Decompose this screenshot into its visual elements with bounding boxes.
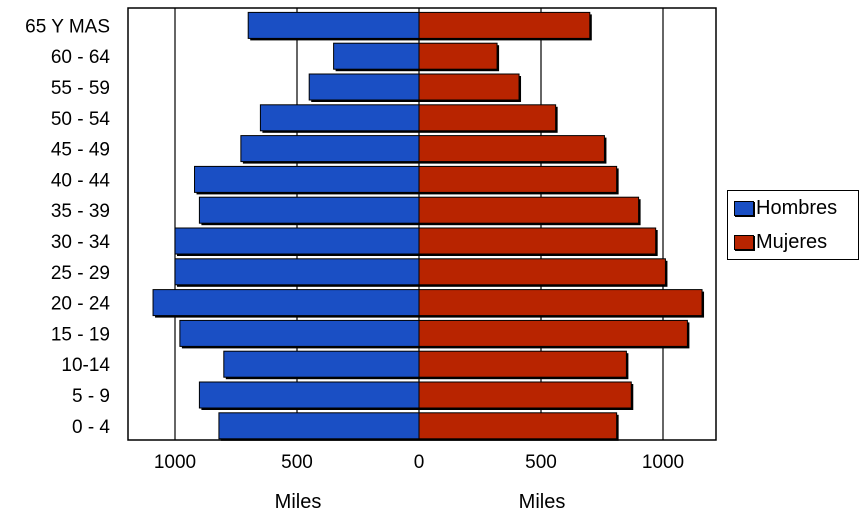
bar-mujeres: [418, 227, 657, 255]
bar-hombres: [218, 412, 420, 440]
x-tick-label: 500: [525, 452, 557, 473]
x-tick-label: 1000: [642, 452, 684, 473]
bar-hombres: [179, 319, 420, 347]
legend: Hombres Mujeres: [727, 190, 859, 260]
y-tick-label: 15 - 19: [51, 324, 110, 345]
bar-hombres: [333, 42, 420, 70]
legend-item-mujeres: Mujeres: [734, 231, 827, 253]
y-tick-label: 5 - 9: [72, 386, 110, 407]
bar-mujeres: [418, 135, 605, 163]
y-tick-label: 60 - 64: [51, 47, 111, 68]
bar-mujeres: [418, 104, 557, 132]
legend-swatch-hombres: [734, 200, 754, 216]
bar-hombres: [174, 227, 420, 255]
bar-mujeres: [418, 381, 632, 409]
y-tick-label: 25 - 29: [51, 263, 110, 284]
legend-swatch-mujeres: [734, 234, 754, 250]
x-tick-label: 500: [281, 452, 313, 473]
bar-mujeres: [418, 196, 640, 224]
bar-mujeres: [418, 412, 618, 440]
bar-mujeres: [418, 11, 591, 39]
y-tick-label: 20 - 24: [51, 294, 111, 315]
legend-label-hombres: Hombres: [756, 196, 838, 219]
bar-mujeres: [418, 289, 703, 317]
bar-hombres: [152, 289, 420, 317]
bar-mujeres: [418, 42, 498, 70]
x-axis-label-right: Miles: [519, 491, 566, 513]
bar-hombres: [308, 73, 420, 101]
bar-hombres: [259, 104, 420, 132]
bar-hombres: [247, 11, 420, 39]
bar-hombres: [198, 381, 420, 409]
y-tick-label: 35 - 39: [51, 201, 110, 222]
bar-hombres: [194, 165, 420, 193]
bar-mujeres: [418, 73, 520, 101]
legend-item-hombres: Hombres: [734, 197, 837, 219]
x-tick-label: 0: [414, 452, 425, 473]
y-tick-label: 10-14: [61, 355, 110, 376]
bar-hombres: [223, 350, 420, 378]
x-axis-label-left: Miles: [275, 491, 322, 513]
bars: [152, 11, 705, 441]
y-tick-label: 45 - 49: [51, 140, 110, 161]
y-tick-label: 50 - 54: [51, 109, 111, 130]
x-tick-label: 1000: [154, 452, 196, 473]
y-tick-label: 40 - 44: [51, 170, 111, 191]
y-tick-label: 0 - 4: [72, 417, 110, 438]
bar-hombres: [240, 135, 420, 163]
bar-mujeres: [418, 350, 627, 378]
bar-mujeres: [418, 258, 666, 286]
y-tick-label: 30 - 34: [51, 232, 111, 253]
bar-mujeres: [418, 319, 688, 347]
y-tick-label: 55 - 59: [51, 78, 110, 99]
bar-mujeres: [418, 165, 618, 193]
y-tick-label: 65 Y MAS: [25, 16, 110, 37]
legend-label-mujeres: Mujeres: [756, 230, 828, 253]
y-axis-labels: 0 - 4 5 - 9 10-14 15 - 19 20 - 24 25 - 29 30 -…: [25, 16, 110, 437]
bar-hombres: [198, 196, 420, 224]
x-axis-ticks: 1000 500 0 500 1000: [154, 452, 684, 473]
bar-hombres: [174, 258, 420, 286]
